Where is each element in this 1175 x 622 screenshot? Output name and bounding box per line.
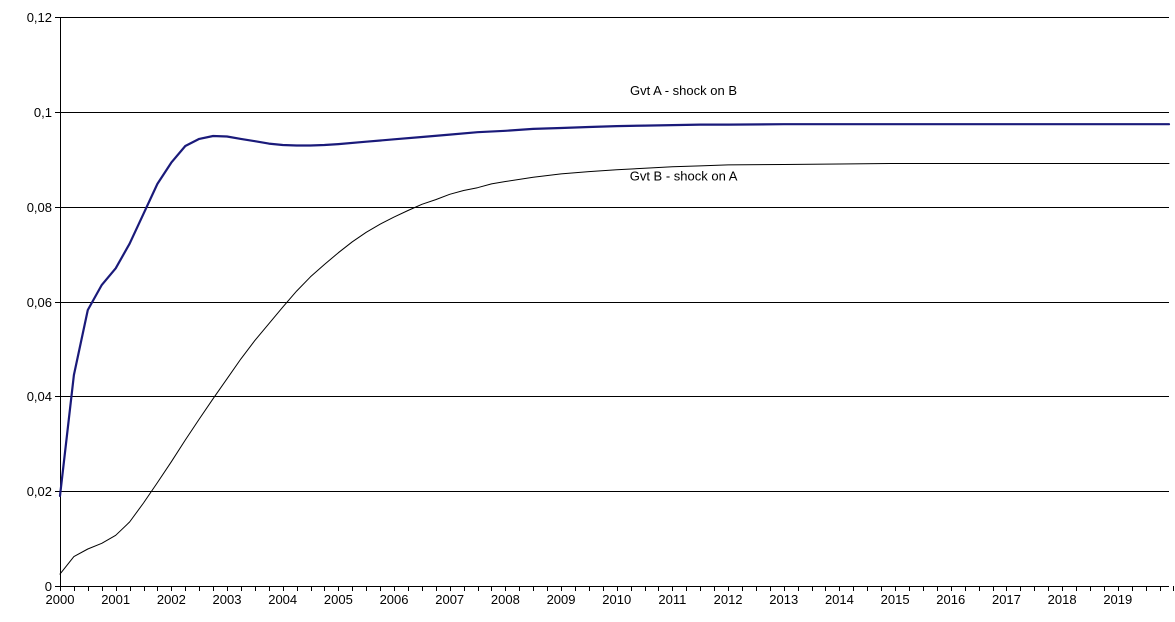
x-tick-label: 2014 [825,592,854,607]
series-annotation: Gvt B - shock on A [630,169,738,184]
series-line-1 [58,123,1171,497]
x-tick-label: 2012 [714,592,743,607]
annotations: Gvt A - shock on B Gvt B - shock on A [630,83,738,183]
y-tick-label: 0,08 [27,200,52,215]
x-tick-label: 2002 [157,592,186,607]
x-tick-label: 2010 [602,592,631,607]
y-tick-labels: 0 0,02 0,04 0,06 0,08 0,1 0,12 [27,10,52,594]
grid-lines [60,17,1169,492]
x-tick-label: 2011 [658,592,686,607]
x-tick-label: 2013 [769,592,798,607]
series-annotation: Gvt A - shock on B [630,83,737,98]
series-line-2 [59,163,1170,575]
x-tick-label: 2004 [268,592,297,607]
x-tick-label: 2000 [46,592,75,607]
x-tick-label: 2006 [380,592,409,607]
y-tick-label: 0 [45,579,52,594]
y-tick-label: 0,06 [27,295,52,310]
x-tick-label: 2017 [992,592,1021,607]
x-tick-label: 2007 [435,592,464,607]
x-tick-label: 2015 [881,592,910,607]
x-tick-label: 2001 [101,592,130,607]
x-tick-label: 2005 [324,592,353,607]
axes [55,17,1174,591]
x-tick-labels: 2000 2001 2002 2003 2004 2005 2006 2007 2008 2009… [46,592,1133,607]
x-tick-label: 2003 [213,592,242,607]
y-tick-label: 0,12 [27,10,52,25]
x-tick-label: 2009 [547,592,576,607]
y-tick-label: 0,1 [34,105,52,120]
x-tick-label: 2018 [1048,592,1077,607]
x-tick-label: 2019 [1103,592,1132,607]
series-lines [58,123,1171,575]
y-tick-label: 0,04 [27,389,52,404]
x-tick-label: 2016 [936,592,965,607]
x-tick-label: 2008 [491,592,520,607]
y-tick-label: 0,02 [27,484,52,499]
